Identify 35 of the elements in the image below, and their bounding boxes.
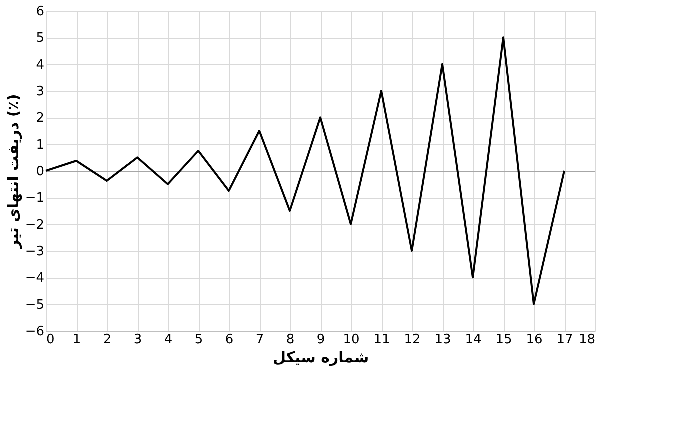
y-tick-label: −6 [25,324,44,340]
y-tick-label: −5 [25,298,44,313]
x-tick-label: 1 [72,332,82,348]
x-tick-label: 16 [526,332,543,348]
x-tick-label: 14 [465,332,482,348]
y-tick-label: 4 [36,58,44,73]
line-series [45,36,566,306]
x-tick-label: 0 [46,332,55,348]
y-axis-title: دریفت انتهای تیر (٪) [4,94,22,250]
x-tick-label: 2 [103,332,112,348]
x-tick-label: 7 [256,332,264,348]
y-tick-label: 0 [36,164,44,180]
x-tick-label: 10 [343,332,360,348]
x-tick-label: 4 [164,332,173,348]
x-tick-label: 3 [134,332,142,348]
y-tick-label: 6 [36,4,44,20]
y-tick-label: −3 [25,244,44,260]
x-tick-label: 18 [578,332,596,348]
x-tick-label: 8 [286,332,295,348]
x-tick-label: 15 [496,332,512,348]
y-tick-label: 1 [36,138,44,153]
x-tick-label: 13 [434,332,452,348]
x-tick-label: 11 [374,332,390,348]
y-tick-label: −4 [25,271,44,286]
y-tick-label: 3 [36,84,44,100]
y-tick-label: −1 [25,191,44,206]
x-tick-label: 6 [225,332,234,348]
y-tick-label: 5 [36,31,44,46]
x-tick-label: 9 [316,332,326,348]
y-tick-label: −2 [25,218,44,233]
x-tick-label: 5 [194,332,204,348]
x-tick-label: 17 [556,332,574,348]
x-tick-label: 12 [404,332,421,348]
y-tick-label: 2 [36,111,44,126]
x-axis-title: شماره سیکل [272,348,370,366]
